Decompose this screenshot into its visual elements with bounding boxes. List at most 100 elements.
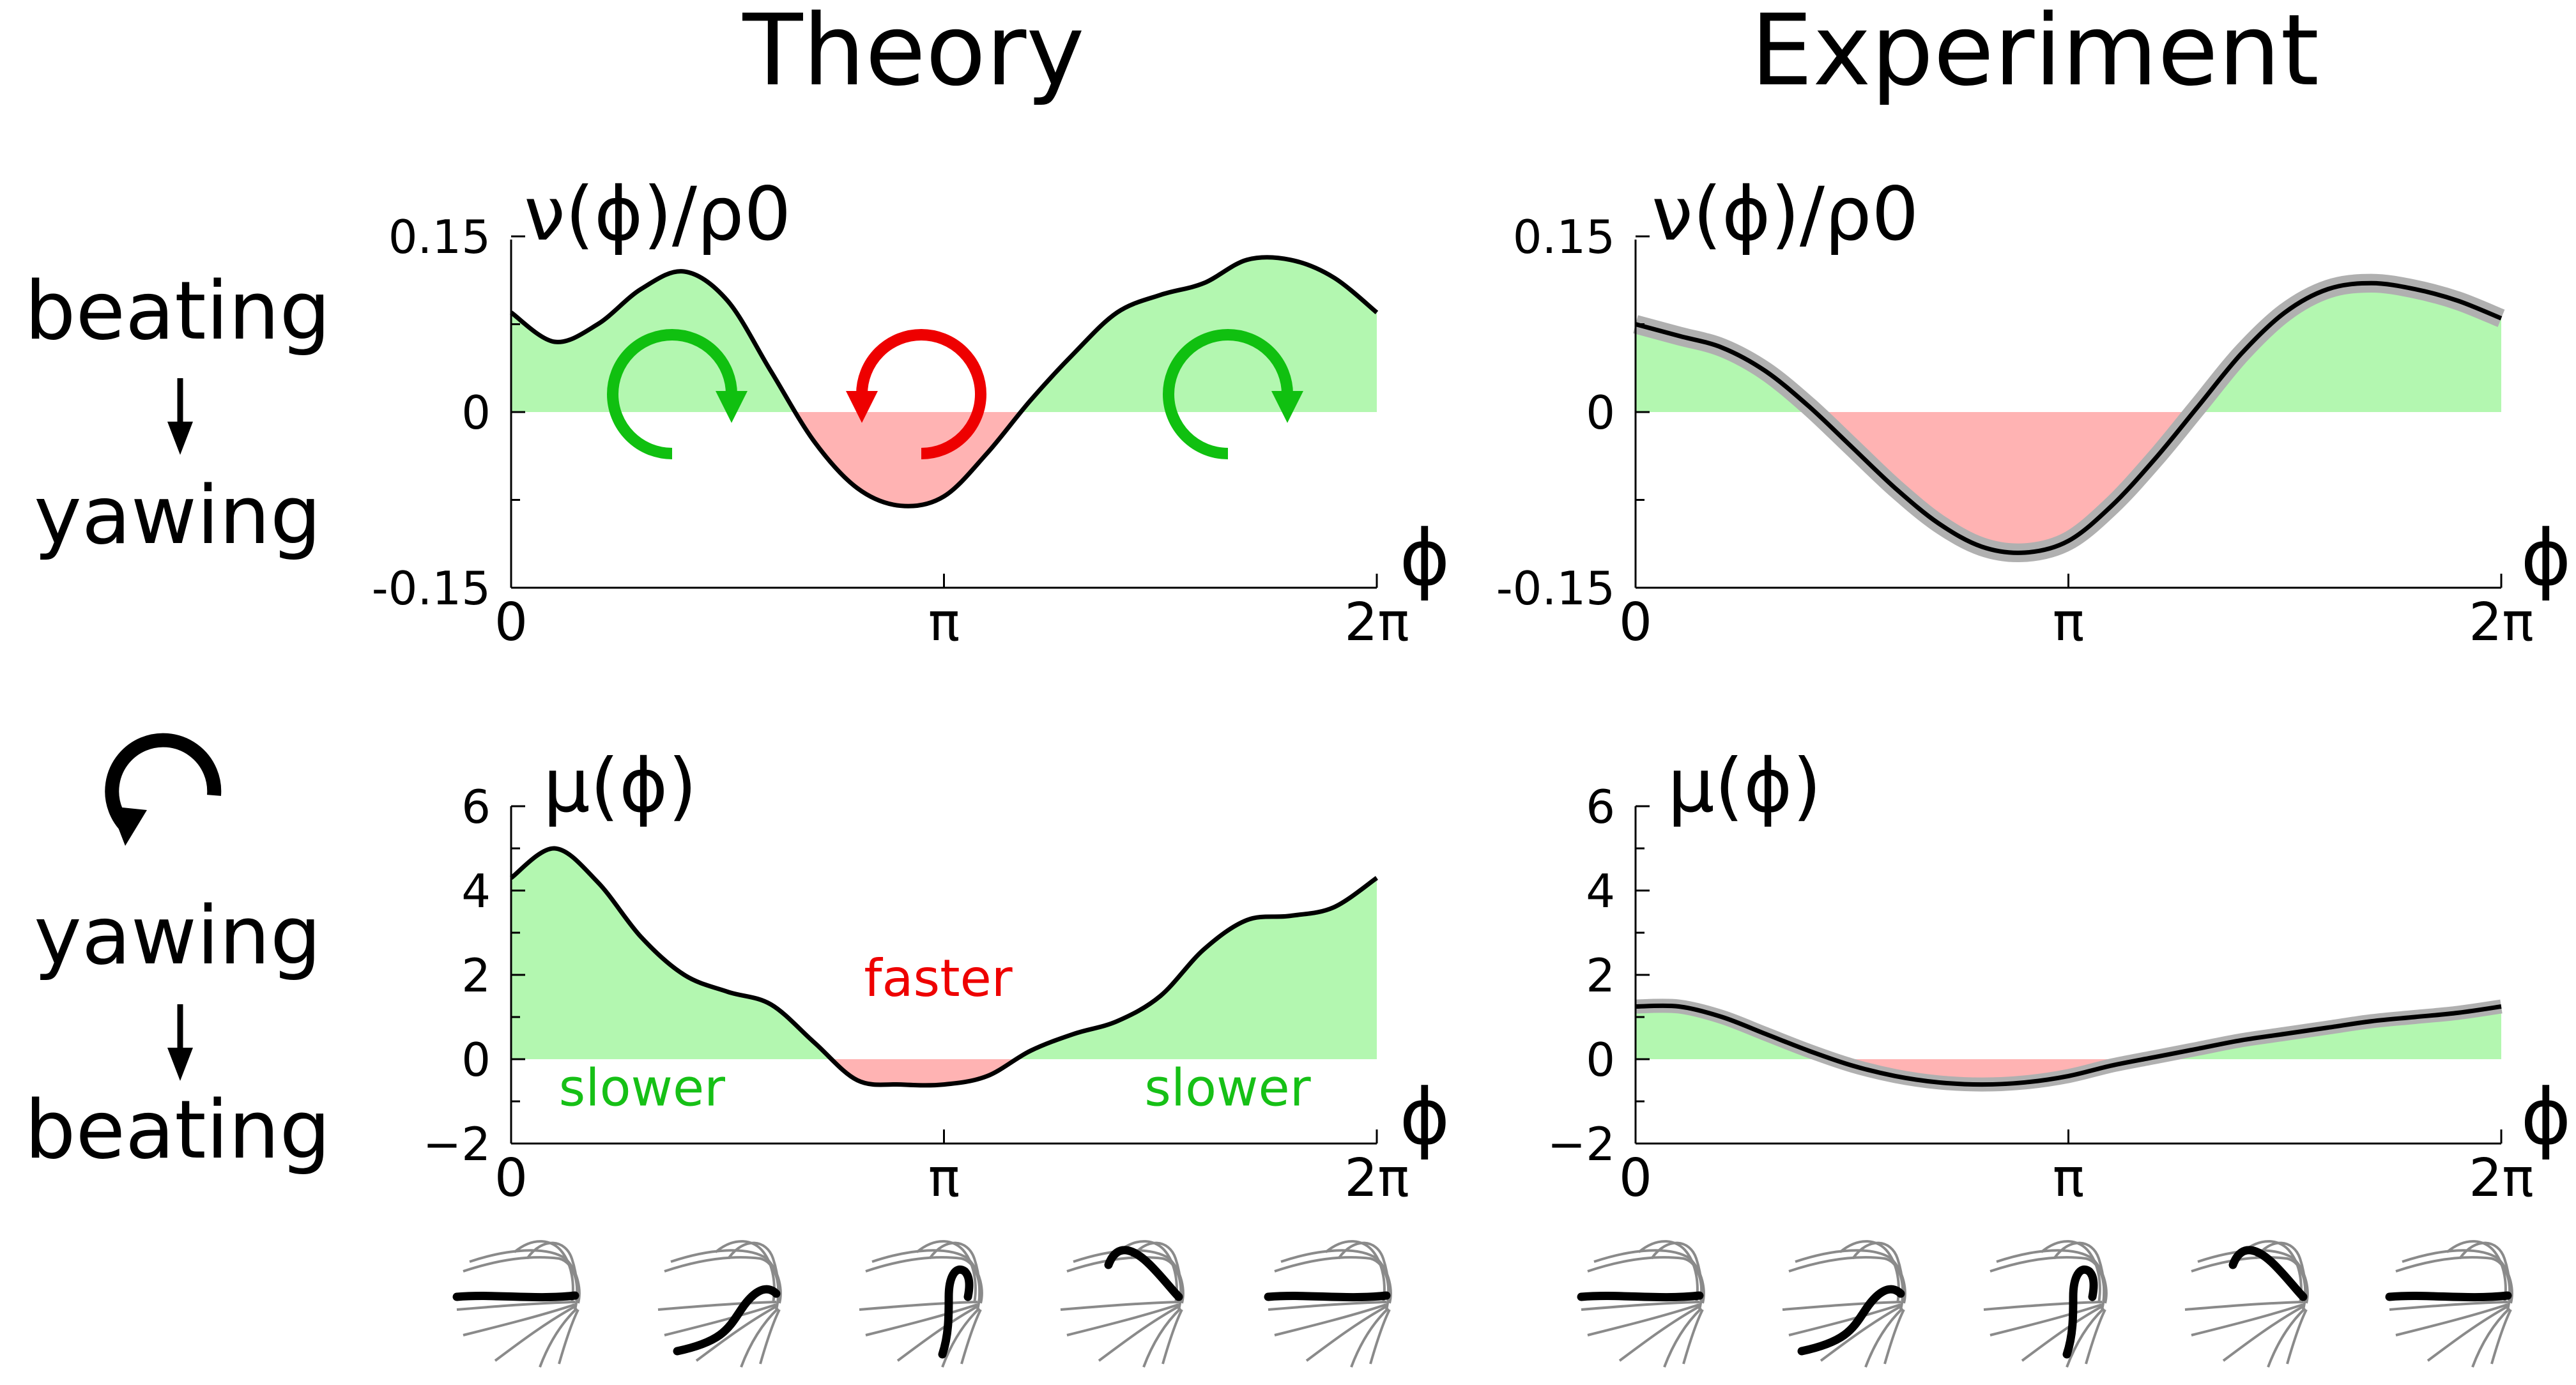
flagellum-trace <box>463 1303 576 1336</box>
flagellum-trace <box>2085 1309 2106 1365</box>
flagellum-trace <box>2446 1240 2507 1304</box>
series-line <box>509 846 1379 1088</box>
flagellum-trace <box>1162 1309 1183 1365</box>
y-tick-label: 0.15 <box>388 210 491 264</box>
experiment-header: Experiment <box>1751 0 2319 108</box>
flagellum-trace <box>2053 1241 2106 1310</box>
flagellum-waveform-icon <box>2385 1240 2513 1368</box>
flagellum-trace <box>2222 1305 2304 1362</box>
annotation-slower: slower <box>559 1059 726 1118</box>
flagellum-trace <box>494 1305 576 1362</box>
flagellum-trace <box>2040 1240 2101 1304</box>
row-label-yawing-top: yawing <box>34 468 321 562</box>
flagellum-trace <box>2286 1309 2308 1365</box>
x-tick-label: 0 <box>494 1148 528 1209</box>
flagellum-trace <box>2490 1309 2512 1365</box>
x-axis-label: ϕ <box>1399 1073 1450 1162</box>
x-tick-label: π <box>928 1148 960 1209</box>
flagellum-trace <box>2197 1249 2309 1304</box>
flagellum-trace <box>2395 1303 2508 1336</box>
y-axis-label: μ(ϕ) <box>1667 743 1821 829</box>
flagellum-trace <box>1274 1303 1387 1336</box>
y-tick-label: −2 <box>1547 1117 1615 1171</box>
x-tick-label: π <box>2053 592 2084 653</box>
negative-area <box>1636 412 2501 553</box>
flagellum-trace <box>1060 1301 1179 1311</box>
flagellum-trace <box>539 1307 578 1368</box>
flagellum-trace <box>1983 1301 2103 1311</box>
flagellum-trace <box>558 1309 579 1365</box>
rotate-clockwise-icon <box>1163 329 1303 459</box>
flagellum-trace <box>2471 1307 2511 1368</box>
flagellum-trace <box>463 1256 579 1297</box>
flagellum-trace <box>1274 1256 1390 1297</box>
flagellum-trace <box>865 1256 981 1297</box>
flagellum-trace <box>469 1249 581 1304</box>
x-tick-label: 2π <box>2469 1148 2534 1209</box>
flagellum-current-shape <box>1264 1291 1391 1302</box>
flagellum-current-shape <box>1104 1246 1183 1301</box>
x-axis-label: ϕ <box>2520 514 2571 603</box>
flagellum-waveform-icon <box>657 1240 782 1368</box>
flagellum-trace <box>1066 1303 1179 1336</box>
flagellum-strip <box>452 1240 2513 1368</box>
positive-area <box>511 848 1377 1059</box>
y-tick-label: −2 <box>423 1117 491 1171</box>
flagellum-trace <box>1073 1249 1184 1304</box>
series-line <box>509 255 1379 509</box>
x-tick-label: π <box>2053 1148 2084 1209</box>
flagellum-trace <box>1788 1303 1901 1336</box>
y-tick-label: 0 <box>1586 1033 1615 1087</box>
flagellum-trace <box>916 1240 977 1304</box>
flagellum-waveform-icon <box>1577 1240 1705 1368</box>
flagellum-trace <box>1782 1301 1901 1311</box>
flagellum-waveform-icon <box>1264 1240 1392 1368</box>
flagellum-trace <box>1989 1303 2103 1336</box>
flagellum-current-shape <box>452 1291 579 1302</box>
x-tick-label: π <box>928 592 960 653</box>
annotation-faster: faster <box>864 949 1012 1008</box>
x-tick-label: 2π <box>1344 592 1409 653</box>
y-tick-label: 6 <box>1586 780 1615 834</box>
negative-area <box>511 412 1377 507</box>
flagellum-trace <box>1587 1256 1703 1297</box>
y-tick-label: -0.15 <box>372 562 491 615</box>
flagellum-trace <box>2402 1249 2513 1304</box>
flagellum-trace <box>1117 1240 1178 1304</box>
flagellum-trace <box>2066 1307 2105 1368</box>
flagellum-trace <box>513 1240 574 1304</box>
flagellum-waveform-icon <box>1983 1240 2108 1368</box>
x-tick-label: 0 <box>494 592 528 653</box>
flagellum-trace <box>1305 1305 1387 1362</box>
flagellum-current-shape <box>2062 1266 2098 1359</box>
flagellum-trace <box>1280 1249 1392 1304</box>
flagellum-waveform-icon <box>2184 1240 2309 1368</box>
flagellum-current-shape <box>1577 1291 1704 1302</box>
flagellum-trace <box>1587 1303 1700 1336</box>
flagellum-trace <box>1581 1301 1700 1311</box>
y-tick-label: 0.15 <box>1513 210 1615 264</box>
flagellum-trace <box>2191 1303 2304 1336</box>
y-axis-label: ν(ϕ)/ρ0 <box>524 171 791 257</box>
flagellum-trace <box>941 1307 981 1368</box>
arrow-down-icon <box>167 1004 193 1081</box>
flagellum-trace <box>740 1307 779 1368</box>
row-label-beating-top: beating <box>25 264 331 358</box>
rotate-clockwise-icon <box>607 329 747 459</box>
flagellum-trace <box>657 1301 777 1311</box>
flagellum-trace <box>896 1305 978 1362</box>
flagellum-trace <box>1795 1249 1906 1304</box>
flagellum-trace <box>664 1303 777 1336</box>
y-axis-label: μ(ϕ) <box>543 743 697 829</box>
flagellum-current-shape <box>938 1266 974 1359</box>
flagellum-waveform-icon <box>1060 1240 1184 1368</box>
flagellum-trace <box>1989 1256 2106 1297</box>
row-label-top: beating yawing <box>25 264 331 562</box>
flagellum-trace <box>1864 1307 1904 1368</box>
x-tick-label: 2π <box>1344 1148 1409 1209</box>
flagellum-trace <box>871 1249 983 1304</box>
flagellum-trace <box>1324 1240 1386 1304</box>
flagellum-trace <box>1268 1301 1387 1311</box>
y-tick-label: 2 <box>461 949 491 1002</box>
